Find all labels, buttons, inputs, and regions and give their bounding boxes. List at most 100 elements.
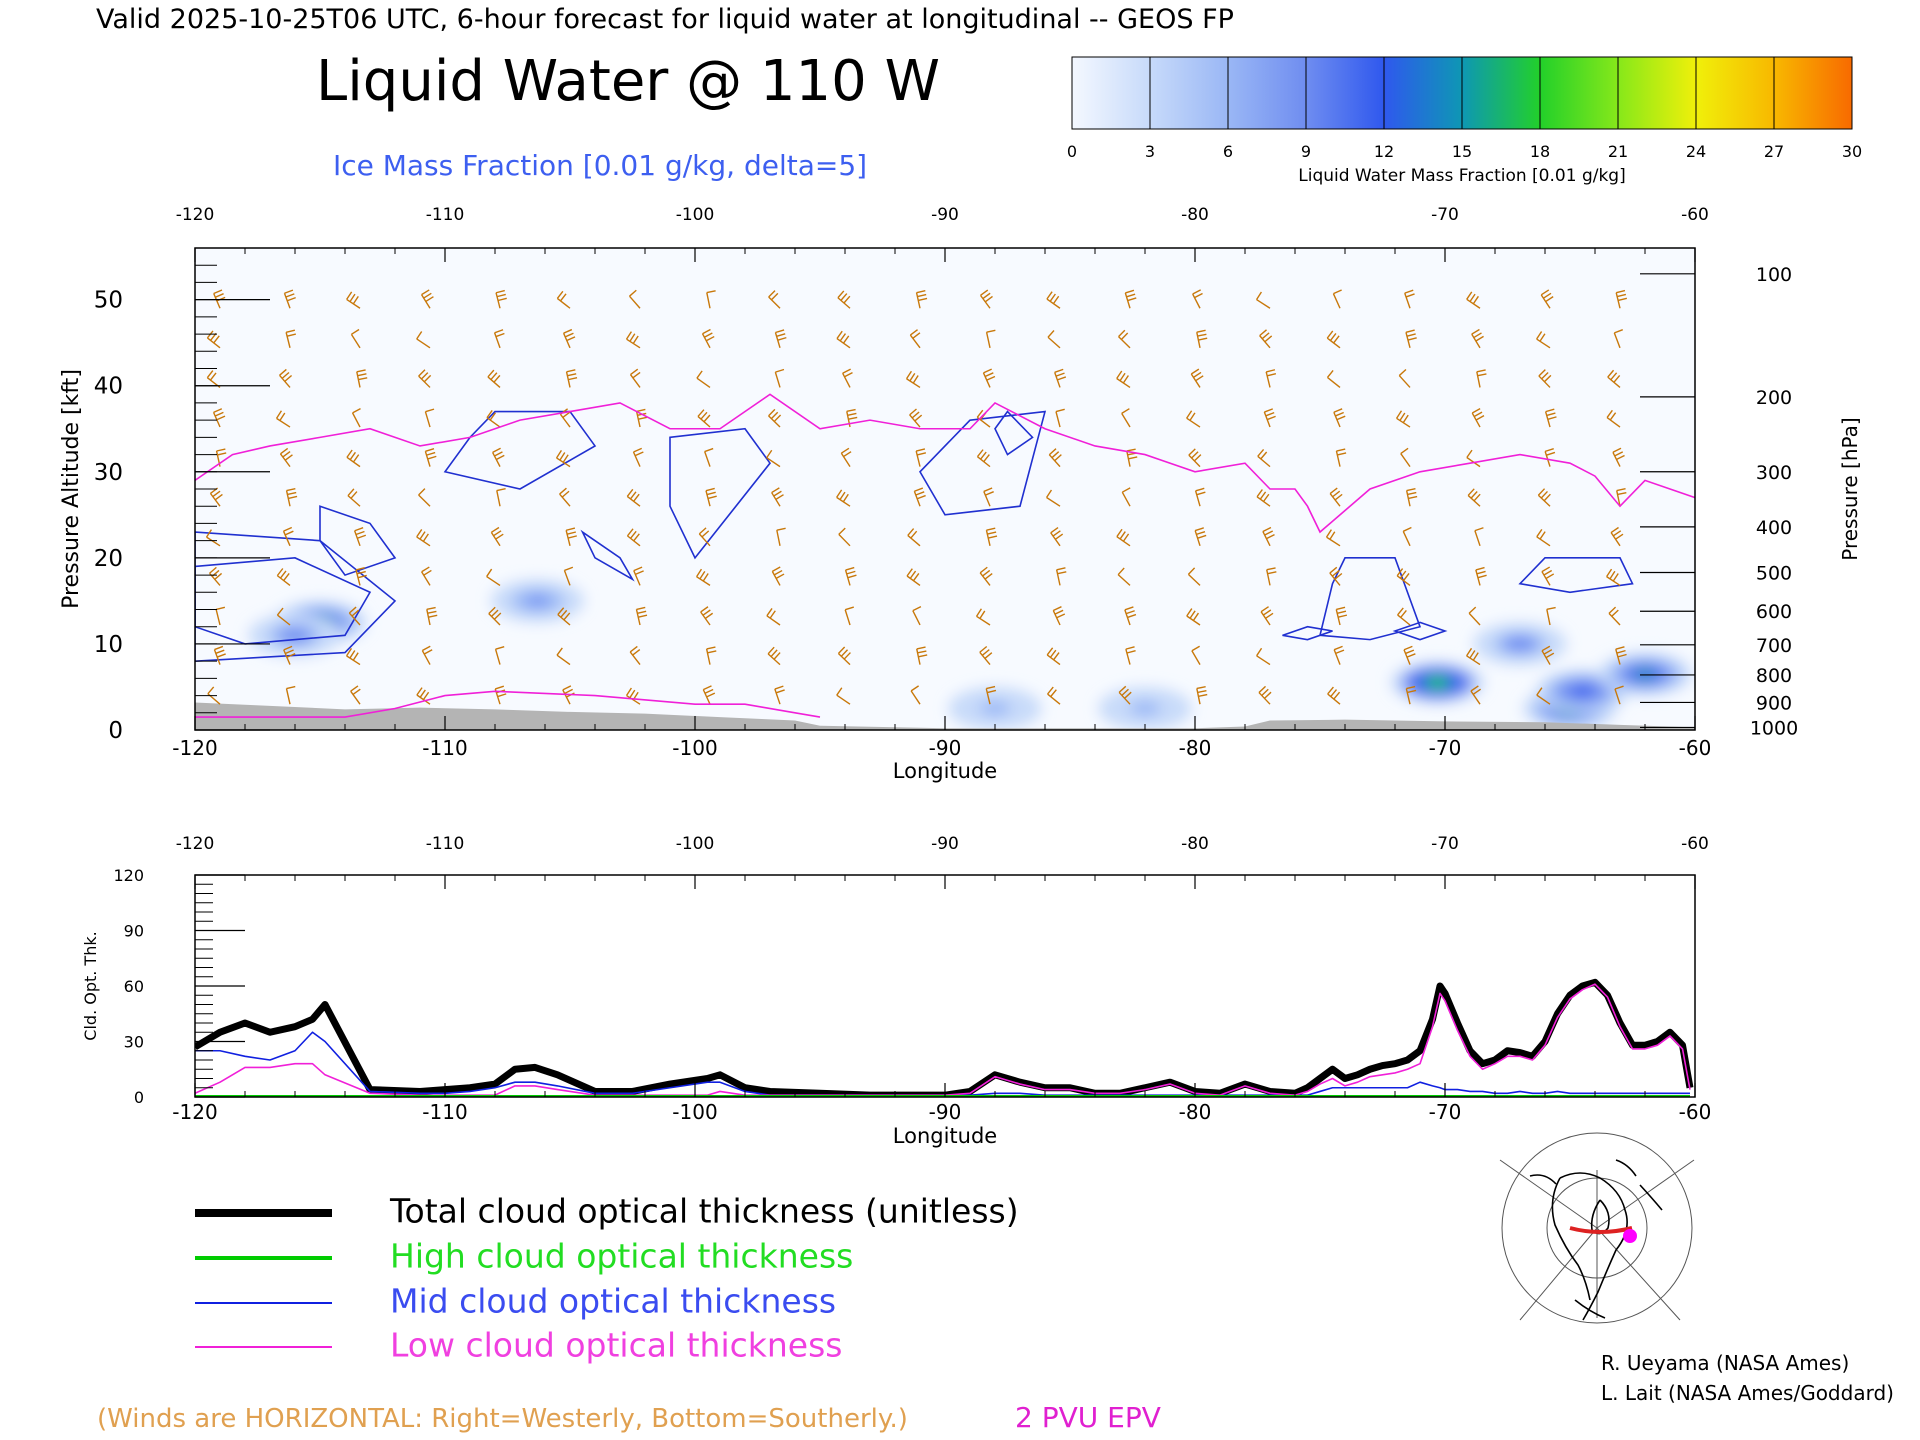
- liquid-water-field: [248, 579, 1692, 730]
- wind-barb: [915, 448, 927, 467]
- wind-barb: [418, 369, 432, 388]
- wind-barb: [1616, 488, 1627, 507]
- optical-thickness-chart: -120 -110 -100 -90 -80 -70 -60 -120 -110 -100 -90 -…: [81, 834, 1711, 1148]
- wind-barb: [1536, 687, 1551, 705]
- wind-barb: [1546, 606, 1556, 626]
- wind-barb: [1606, 568, 1621, 586]
- x-tick-label: -110: [422, 1100, 467, 1124]
- legend-label-total: Total cloud optical thickness (unitless): [389, 1192, 1019, 1231]
- ice-contour: [1518, 557, 1634, 594]
- wind-barb: [1325, 529, 1341, 547]
- wind-barb: [1186, 410, 1201, 428]
- wind-barb: [1397, 607, 1411, 626]
- wind-barb: [1257, 448, 1271, 468]
- wind-barb: [1258, 685, 1272, 705]
- wind-barb: [559, 487, 571, 507]
- wind-barb: [909, 408, 923, 428]
- wind-barb: [486, 568, 501, 586]
- pressure-tick-label: 1000: [1750, 717, 1798, 739]
- wind-barb: [1262, 526, 1275, 547]
- y-tick-label: 120: [113, 866, 144, 885]
- wind-barb: [1332, 289, 1342, 309]
- cross-section-track: [1569, 1226, 1633, 1234]
- cross-section-xlabel: Longitude: [893, 759, 997, 783]
- wind-barb: [976, 449, 991, 468]
- wind-barb: [285, 685, 296, 705]
- wind-barb: [1333, 408, 1346, 428]
- wind-barb: [985, 329, 996, 348]
- y-tick-label: 30: [94, 460, 123, 486]
- wind-barb: [979, 566, 993, 586]
- wind-barb: [700, 606, 714, 626]
- wind-barb: [1054, 368, 1067, 388]
- wind-barb: [1191, 645, 1201, 665]
- wind-barb: [629, 645, 641, 666]
- wind-barb: [906, 568, 921, 586]
- liquid-water-blob: [1390, 661, 1485, 705]
- wind-barb: [285, 487, 298, 507]
- top-x-tick-label: -120: [176, 834, 215, 854]
- top-x-tick-label: -90: [931, 834, 959, 854]
- subtitle: Ice Mass Fraction [0.01 g/kg, delta=5]: [333, 149, 867, 182]
- wind-barb: [633, 566, 644, 586]
- wind-barb: [698, 527, 711, 547]
- colorbar-ticks: 0 3 6 9 12 15 18 21 24 27 30: [1067, 142, 1862, 161]
- liquid-water-blob: [1098, 686, 1192, 730]
- wind-barb: [912, 606, 922, 626]
- pressure-tick-label: 400: [1756, 517, 1792, 539]
- wind-barb: [1186, 608, 1201, 626]
- wind-barb: [348, 606, 361, 626]
- wind-barb: [1055, 408, 1065, 428]
- wind-barb: [766, 449, 781, 468]
- colorbar-tick-label: 6: [1223, 142, 1233, 161]
- ice-contour: [1319, 557, 1422, 641]
- wind-barb: [768, 290, 781, 309]
- wind-barb: [1052, 606, 1066, 626]
- wind-barb: [842, 368, 853, 388]
- wind-barb: [1400, 447, 1411, 468]
- wind-barb: [1474, 527, 1484, 547]
- colorbar-label: Liquid Water Mass Fraction [0.01 g/kg]: [1298, 166, 1625, 186]
- y-tick-label: 90: [124, 922, 144, 941]
- legend-label-low: Low cloud optical thickness: [390, 1326, 842, 1365]
- wind-barb: [1259, 329, 1273, 349]
- thickness-series: [195, 978, 1694, 1097]
- wind-barb: [1608, 606, 1621, 626]
- wind-barb: [416, 529, 431, 547]
- credit-goddard: L. Lait (NASA Ames/Goddard): [1601, 1381, 1894, 1405]
- wind-barb: [771, 566, 785, 586]
- cross-section-chart: -120 -110 -100 -90 -80 -70 -60 -120 -110 -100 -90 -…: [59, 205, 1862, 783]
- epv-label: 2 PVU EPV: [1015, 1401, 1161, 1434]
- colorbar-cell: [1773, 56, 1853, 130]
- top-x-tick-label: -90: [931, 205, 959, 225]
- wind-barb: [632, 447, 644, 467]
- wind-barb: [1047, 330, 1061, 349]
- wind-barb: [421, 566, 432, 586]
- wind-barb: [840, 447, 852, 468]
- wind-barbs: [205, 289, 1628, 705]
- wind-barb: [1045, 489, 1061, 507]
- wind-barb: [1121, 487, 1131, 507]
- colorbar-cells: [1071, 56, 1853, 130]
- wind-barb: [487, 369, 501, 388]
- ice-contour: [319, 505, 397, 577]
- optical-thickness-plot-area: [195, 875, 1695, 1097]
- wind-barb: [1055, 567, 1067, 586]
- wind-barb: [837, 290, 851, 309]
- wind-barb: [1048, 448, 1062, 468]
- wind-barb: [635, 606, 648, 626]
- wind-barb: [346, 291, 361, 309]
- wind-barb: [1606, 409, 1621, 428]
- wind-barb: [907, 528, 921, 547]
- wind-barb: [838, 527, 851, 547]
- wind-barb: [1468, 606, 1481, 626]
- wind-barb: [844, 566, 857, 586]
- wind-barb: [910, 685, 921, 705]
- top-x-tick-label: -110: [426, 834, 465, 854]
- wind-barb: [1402, 526, 1412, 547]
- wind-barb: [424, 408, 435, 428]
- wind-barb: [1614, 685, 1624, 705]
- wind-barb: [1121, 408, 1131, 428]
- wind-barb: [701, 328, 715, 349]
